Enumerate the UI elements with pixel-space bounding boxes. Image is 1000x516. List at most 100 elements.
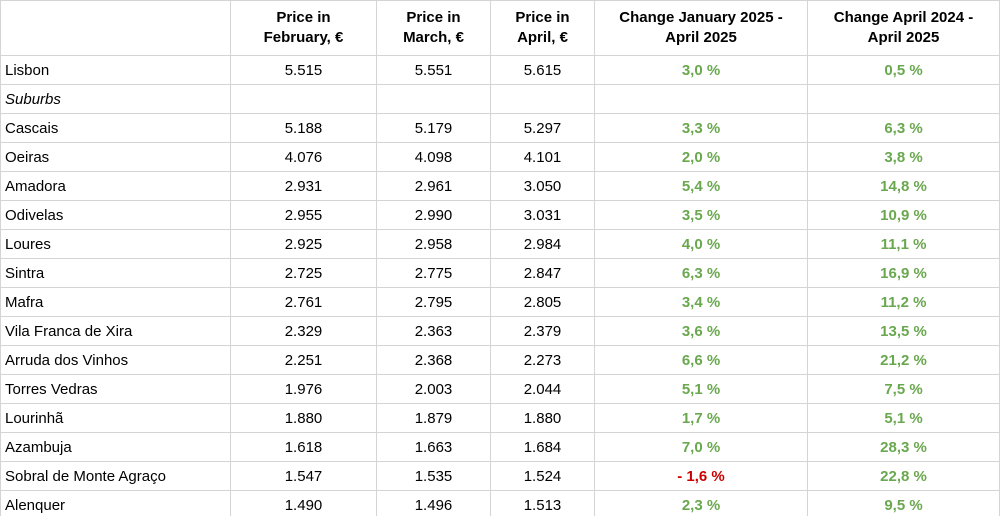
price-march-cell xyxy=(376,84,491,114)
location-cell: Mafra xyxy=(0,287,231,317)
change-yoy-cell: 0,5 % xyxy=(807,55,1000,85)
location-cell: Azambuja xyxy=(0,432,231,462)
table-row: Odivelas 2.955 2.990 3.031 3,5 % 10,9 % xyxy=(0,200,1000,230)
price-april-cell: 2.984 xyxy=(490,229,595,259)
price-march-cell: 2.958 xyxy=(376,229,491,259)
change-jan-apr-cell: 5,1 % xyxy=(594,374,808,404)
price-march-cell: 1.496 xyxy=(376,490,491,516)
price-february-cell: 2.761 xyxy=(230,287,377,317)
price-february-cell: 1.976 xyxy=(230,374,377,404)
price-march-cell: 2.795 xyxy=(376,287,491,317)
price-february-cell: 1.490 xyxy=(230,490,377,516)
change-yoy-cell: 6,3 % xyxy=(807,113,1000,143)
price-april-cell: 2.847 xyxy=(490,258,595,288)
change-yoy-cell: 7,5 % xyxy=(807,374,1000,404)
change-jan-apr-cell xyxy=(594,84,808,114)
change-yoy-cell: 16,9 % xyxy=(807,258,1000,288)
price-april-cell: 4.101 xyxy=(490,142,595,172)
location-cell: Lourinhã xyxy=(0,403,231,433)
change-jan-apr-cell: 3,0 % xyxy=(594,55,808,85)
price-february-cell: 2.251 xyxy=(230,345,377,375)
change-yoy-cell: 13,5 % xyxy=(807,316,1000,346)
price-april-cell: 2.273 xyxy=(490,345,595,375)
location-cell: Vila Franca de Xira xyxy=(0,316,231,346)
change-jan-apr-cell: 3,6 % xyxy=(594,316,808,346)
price-april-cell: 2.044 xyxy=(490,374,595,404)
table-row: Suburbs xyxy=(0,84,1000,114)
location-cell: Alenquer xyxy=(0,490,231,516)
table-row: Lourinhã 1.880 1.879 1.880 1,7 % 5,1 % xyxy=(0,403,1000,433)
price-february-cell: 1.547 xyxy=(230,461,377,491)
column-header-price-february: Price in February, € xyxy=(230,0,377,56)
column-header-price-march: Price in March, € xyxy=(376,0,491,56)
price-april-cell: 2.805 xyxy=(490,287,595,317)
table-row: Arruda dos Vinhos 2.251 2.368 2.273 6,6 % 21,… xyxy=(0,345,1000,375)
table-row: Loures 2.925 2.958 2.984 4,0 % 11,1 % xyxy=(0,229,1000,259)
price-february-cell: 1.880 xyxy=(230,403,377,433)
change-jan-apr-cell: 1,7 % xyxy=(594,403,808,433)
change-jan-apr-cell: 3,3 % xyxy=(594,113,808,143)
change-jan-apr-cell: 2,0 % xyxy=(594,142,808,172)
price-february-cell xyxy=(230,84,377,114)
change-jan-apr-cell: 6,3 % xyxy=(594,258,808,288)
price-february-cell: 4.076 xyxy=(230,142,377,172)
price-march-cell: 2.003 xyxy=(376,374,491,404)
price-february-cell: 5.188 xyxy=(230,113,377,143)
price-april-cell: 1.684 xyxy=(490,432,595,462)
location-cell: Sobral de Monte Agraço xyxy=(0,461,231,491)
location-cell: Oeiras xyxy=(0,142,231,172)
price-march-cell: 5.179 xyxy=(376,113,491,143)
price-february-cell: 2.725 xyxy=(230,258,377,288)
location-cell: Loures xyxy=(0,229,231,259)
change-yoy-cell: 11,1 % xyxy=(807,229,1000,259)
location-cell: Arruda dos Vinhos xyxy=(0,345,231,375)
change-jan-apr-cell: 3,4 % xyxy=(594,287,808,317)
change-yoy-cell: 21,2 % xyxy=(807,345,1000,375)
table-header: Price in February, € Price in March, € P… xyxy=(0,0,1000,56)
table-row: Sobral de Monte Agraço 1.547 1.535 1.524- 1… xyxy=(0,461,1000,491)
change-jan-apr-cell: 4,0 % xyxy=(594,229,808,259)
price-march-cell: 2.775 xyxy=(376,258,491,288)
price-april-cell: 1.513 xyxy=(490,490,595,516)
table-row: Mafra 2.761 2.795 2.805 3,4 % 11,2 % xyxy=(0,287,1000,317)
price-february-cell: 2.925 xyxy=(230,229,377,259)
change-jan-apr-cell: 5,4 % xyxy=(594,171,808,201)
change-jan-apr-cell: 2,3 % xyxy=(594,490,808,516)
column-header-change-yoy: Change April 2024 - April 2025 xyxy=(807,0,1000,56)
price-april-cell: 1.880 xyxy=(490,403,595,433)
header-row: Price in February, € Price in March, € P… xyxy=(0,0,1000,56)
price-april-cell: 1.524 xyxy=(490,461,595,491)
table-row: Amadora 2.931 2.961 3.050 5,4 % 14,8 % xyxy=(0,171,1000,201)
price-march-cell: 4.098 xyxy=(376,142,491,172)
table-row: Azambuja 1.618 1.663 1.684 7,0 % 28,3 % xyxy=(0,432,1000,462)
table-row: Alenquer 1.490 1.496 1.513 2,3 % 9,5 % xyxy=(0,490,1000,516)
table-body: Lisbon 5.515 5.551 5.615 3,0 % 0,5 % Suburbs Ca… xyxy=(0,55,1000,516)
location-cell: Amadora xyxy=(0,171,231,201)
price-march-cell: 1.535 xyxy=(376,461,491,491)
price-march-cell: 2.961 xyxy=(376,171,491,201)
price-april-cell: 3.031 xyxy=(490,200,595,230)
price-february-cell: 2.931 xyxy=(230,171,377,201)
change-jan-apr-cell: 6,6 % xyxy=(594,345,808,375)
change-yoy-cell: 14,8 % xyxy=(807,171,1000,201)
location-cell: Odivelas xyxy=(0,200,231,230)
change-yoy-cell: 22,8 % xyxy=(807,461,1000,491)
price-april-cell: 2.379 xyxy=(490,316,595,346)
column-header-location xyxy=(0,0,231,56)
price-march-cell: 2.368 xyxy=(376,345,491,375)
change-yoy-cell: 10,9 % xyxy=(807,200,1000,230)
price-march-cell: 5.551 xyxy=(376,55,491,85)
location-cell: Cascais xyxy=(0,113,231,143)
table-row: Vila Franca de Xira 2.329 2.363 2.379 3,6 % 1… xyxy=(0,316,1000,346)
location-cell: Lisbon xyxy=(0,55,231,85)
location-cell: Suburbs xyxy=(0,84,231,114)
change-yoy-cell: 11,2 % xyxy=(807,287,1000,317)
change-yoy-cell xyxy=(807,84,1000,114)
price-february-cell: 2.329 xyxy=(230,316,377,346)
change-yoy-cell: 3,8 % xyxy=(807,142,1000,172)
price-april-cell: 5.297 xyxy=(490,113,595,143)
price-march-cell: 2.363 xyxy=(376,316,491,346)
location-cell: Torres Vedras xyxy=(0,374,231,404)
location-cell: Sintra xyxy=(0,258,231,288)
